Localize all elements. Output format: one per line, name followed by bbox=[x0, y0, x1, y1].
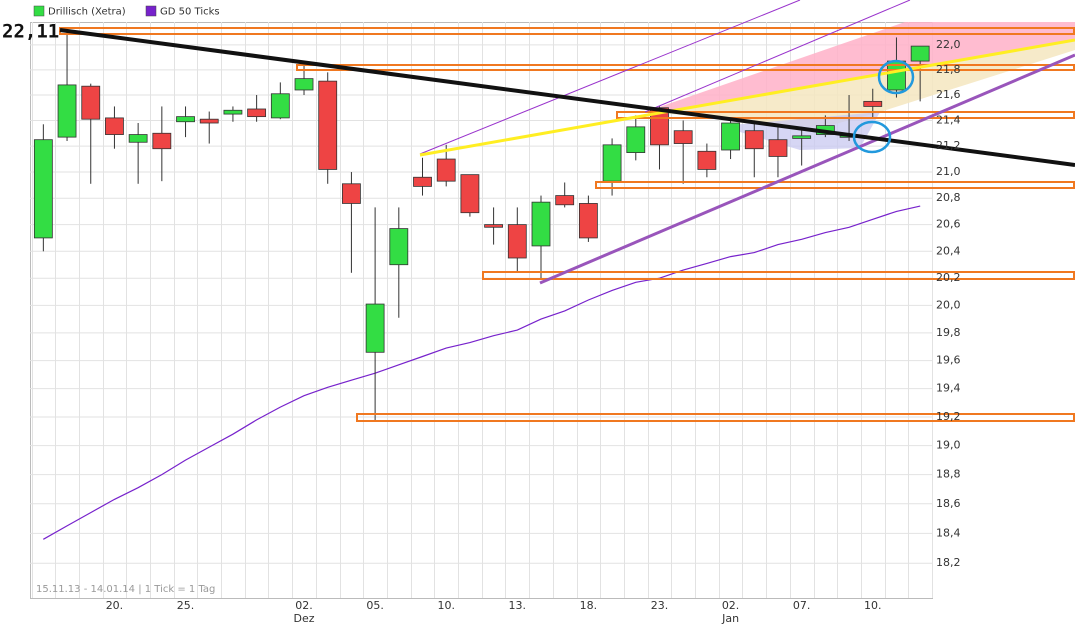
annotation-area bbox=[645, 22, 1075, 113]
y-tick-label: 18,4 bbox=[936, 526, 961, 539]
candle-body bbox=[460, 174, 480, 214]
candle-body bbox=[33, 139, 53, 239]
candle-body bbox=[721, 122, 740, 151]
y-tick-label: 21,4 bbox=[936, 113, 961, 126]
trend-line bbox=[539, 53, 1075, 285]
candle-body bbox=[531, 201, 551, 247]
legend-label: Drillisch (Xetra) bbox=[48, 7, 126, 18]
y-tick-label: 22,0 bbox=[936, 38, 961, 51]
y-tick-label: 20,2 bbox=[936, 271, 961, 284]
candle-body bbox=[389, 228, 409, 266]
candle-body bbox=[152, 132, 172, 150]
x-tick-label: 25. bbox=[177, 599, 195, 612]
level-band bbox=[595, 181, 1075, 189]
candle-body bbox=[555, 195, 575, 206]
candle-body bbox=[342, 183, 361, 204]
level-band bbox=[296, 64, 1075, 71]
y-tick-label: 20,4 bbox=[936, 244, 961, 257]
candle-body bbox=[270, 93, 290, 119]
y-tick-label: 19,8 bbox=[936, 326, 961, 339]
x-tick-label: 13. bbox=[509, 599, 527, 612]
y-tick-label: 19,4 bbox=[936, 382, 961, 395]
level-band bbox=[482, 271, 1075, 280]
candle-body bbox=[697, 150, 717, 170]
candle-body bbox=[744, 130, 764, 150]
x-tick-label: 18. bbox=[580, 599, 598, 612]
trend-line bbox=[419, 0, 801, 155]
y-tick-label: 20,8 bbox=[936, 191, 961, 204]
plot bbox=[33, 31, 930, 540]
y-tick-label: 18,8 bbox=[936, 468, 961, 481]
candle-body bbox=[484, 224, 503, 228]
annotation-fills bbox=[645, 22, 1075, 150]
candle-body bbox=[105, 117, 124, 135]
candle-body bbox=[223, 109, 243, 115]
candle-body bbox=[247, 108, 267, 118]
legend-label: GD 50 Ticks bbox=[160, 7, 220, 18]
annotation-area bbox=[720, 112, 880, 150]
candle-body bbox=[792, 135, 812, 139]
candle-body bbox=[673, 130, 693, 144]
candle-body bbox=[436, 158, 456, 182]
x-tick-sublabel: Dez bbox=[294, 612, 315, 625]
x-tick-label: 02. bbox=[295, 599, 313, 612]
candle-body bbox=[507, 224, 527, 259]
candle-body bbox=[626, 126, 646, 153]
trend-line bbox=[419, 38, 1075, 157]
candle-body bbox=[294, 78, 314, 91]
trend-line bbox=[59, 28, 1075, 167]
x-tick-label: 02. bbox=[722, 599, 740, 612]
y-tick-label: 19,6 bbox=[936, 354, 961, 367]
highlight-circle bbox=[877, 59, 915, 95]
y-tick-label: 18,6 bbox=[936, 497, 961, 510]
x-tick-label: 20. bbox=[106, 599, 124, 612]
candle-body bbox=[81, 85, 101, 120]
legend-swatch bbox=[145, 5, 157, 17]
candle-body bbox=[128, 134, 148, 143]
candle-body bbox=[602, 144, 622, 182]
x-tick-label: 05. bbox=[366, 599, 384, 612]
y-tick-label: 20,0 bbox=[936, 298, 961, 311]
candle-body bbox=[199, 118, 219, 124]
y-tick-label: 21,2 bbox=[936, 139, 961, 152]
candle-body bbox=[768, 139, 788, 157]
x-tick-label: 10. bbox=[437, 599, 455, 612]
chart-note: 15.11.13 - 14.01.14 | 1 Tick = 1 Tag bbox=[36, 584, 215, 595]
y-tick-label: 19,0 bbox=[936, 439, 961, 452]
candle-body bbox=[910, 45, 930, 62]
candle-body bbox=[413, 176, 432, 187]
x-tick-label: 23. bbox=[651, 599, 669, 612]
x-tick-label: 07. bbox=[793, 599, 811, 612]
highlight-circle bbox=[852, 120, 892, 154]
annotation-area bbox=[660, 40, 1075, 128]
moving-average-line bbox=[43, 205, 921, 540]
y-tick-label: 18,2 bbox=[936, 556, 961, 569]
high-label: 22,11 bbox=[2, 21, 59, 43]
y-tick-label: 21,8 bbox=[936, 63, 961, 76]
legend-swatch bbox=[33, 5, 45, 17]
candle-body bbox=[365, 303, 385, 353]
y-tick-label: 21,0 bbox=[936, 165, 961, 178]
candle-body bbox=[318, 80, 338, 170]
y-tick-label: 20,6 bbox=[936, 218, 961, 231]
candle-body bbox=[57, 84, 77, 138]
level-band bbox=[356, 413, 1075, 422]
y-tick-label: 19,2 bbox=[936, 410, 961, 423]
candle-body bbox=[578, 203, 598, 239]
level-band bbox=[616, 111, 1075, 119]
annotations bbox=[59, 0, 1075, 422]
candle-body bbox=[863, 100, 883, 107]
x-tick-label: 10. bbox=[864, 599, 882, 612]
x-tick-sublabel: Jan bbox=[721, 612, 739, 625]
trend-line bbox=[644, 0, 911, 113]
candle-body bbox=[176, 116, 195, 123]
y-tick-label: 21,6 bbox=[936, 88, 961, 101]
